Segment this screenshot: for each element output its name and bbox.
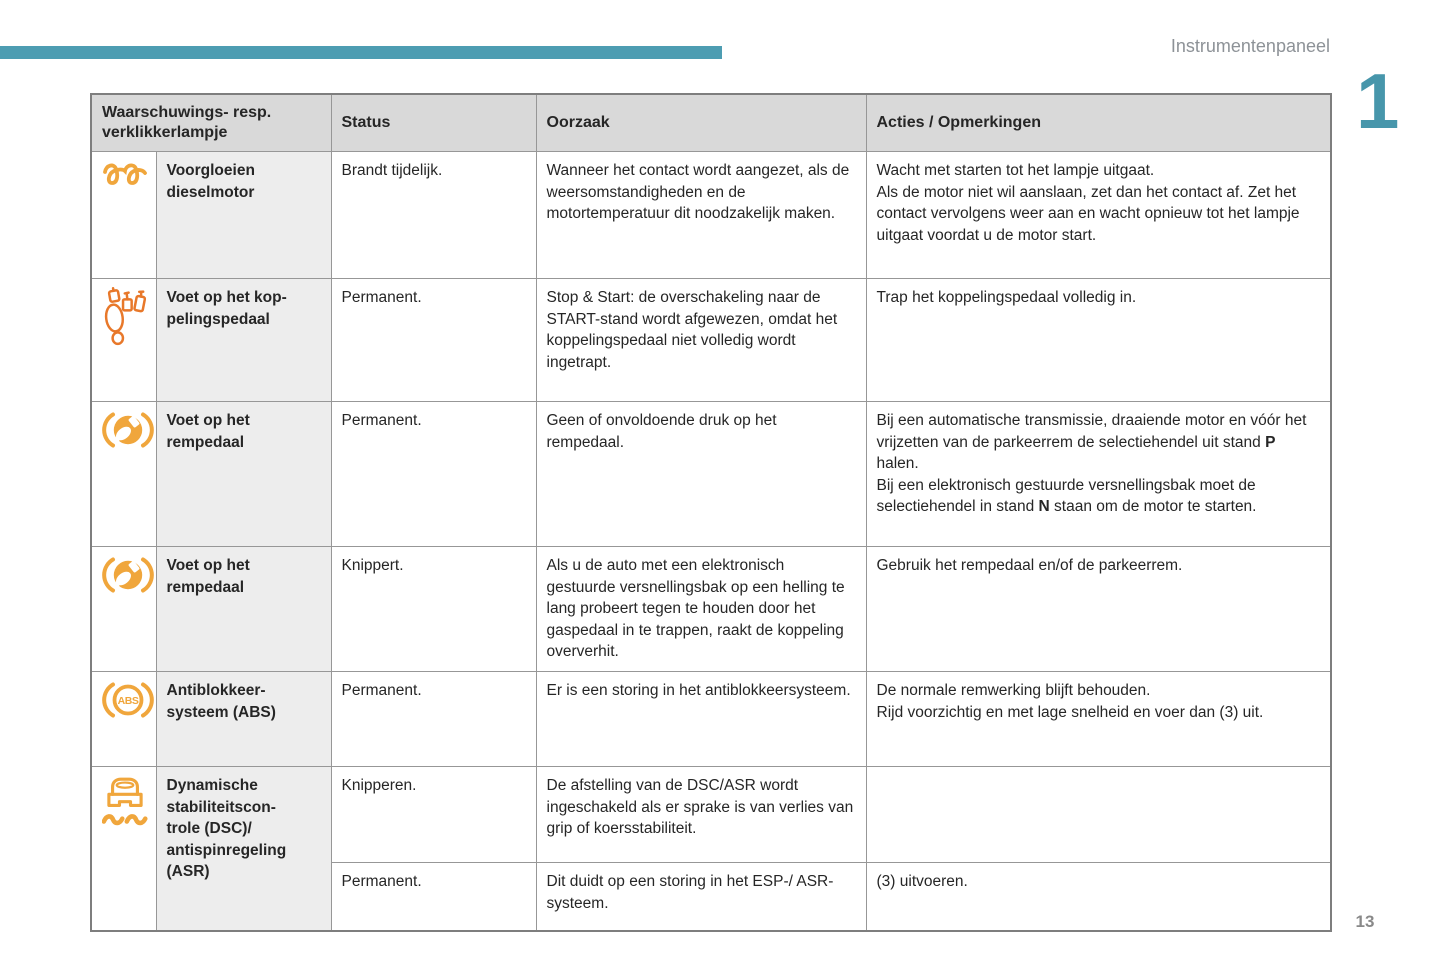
actions-cell: Wacht met starten tot het lampje uitgaat… — [865, 151, 1332, 279]
cause-cell: De afstelling van de DSC/ASR wordt inges… — [535, 766, 867, 863]
page-header-title: Instrumentenpaneel — [1170, 36, 1330, 56]
abs-icon: ABS — [102, 682, 154, 718]
status-cell: Permanent. — [330, 862, 537, 931]
status-cell: Knippert. — [330, 546, 537, 672]
status-cell: Permanent. — [330, 671, 537, 767]
cause-cell: Wanneer het contact wordt aangezet, als … — [535, 151, 867, 279]
status-cell: Knipperen. — [330, 766, 537, 863]
table-row: Dynamische stabiliteitscon-trole (DSC)/an… — [90, 766, 1332, 931]
brake-pedal-icon — [102, 557, 154, 593]
chapter-number: 1 — [1356, 57, 1399, 145]
status-cell: Permanent. — [330, 401, 537, 547]
stability-control-icon — [102, 777, 148, 826]
icon-cell — [90, 766, 157, 931]
table-row: Voet op het kop-pelingspedaal Permanent.… — [90, 278, 1332, 402]
actions-cell: Bij een automatische transmissie, draaie… — [865, 401, 1332, 547]
page-number: 13 — [1355, 912, 1375, 931]
indicator-name: Voet op het rempedaal — [155, 546, 332, 672]
cause-cell: Geen of onvoldoende druk op het rempedaa… — [535, 401, 867, 547]
status-cell: Brandt tijdelijk. — [330, 151, 537, 279]
indicator-name: Dynamische stabiliteitscon-trole (DSC)/an… — [155, 766, 332, 931]
table-row: Permanent. Dit duidt op een storing in h… — [91, 862, 1332, 931]
brake-pedal-icon — [102, 412, 154, 448]
actions-cell: Gebruik het rempedaal en/of de parkeerre… — [865, 546, 1332, 672]
table-row: Voet op het rempedaal Knippert. Als u de … — [90, 546, 1332, 672]
table-row: ABS Antiblokkeer-systeem (ABS) Permanent… — [90, 671, 1332, 767]
glow-plug-icon — [103, 163, 147, 185]
icon-cell: ABS — [90, 671, 157, 767]
cause-cell: Stop & Start: de overschakeling naar de … — [535, 278, 867, 402]
table-header-row: Waarschuwings- resp. verklikkerlampje St… — [90, 93, 1332, 152]
cause-cell: Er is een storing in het antiblokkeersys… — [535, 671, 867, 767]
actions-cell — [865, 766, 1332, 863]
indicator-name: Voet op het rempedaal — [155, 401, 332, 547]
table-row: Voorgloeien dieselmotor Brandt tijdelijk.… — [90, 151, 1332, 279]
indicator-name: Voorgloeien dieselmotor — [155, 151, 332, 279]
cause-cell: Als u de auto met een elektronisch gestu… — [535, 546, 867, 672]
status-cell: Permanent. — [330, 278, 537, 402]
col-header-actions: Acties / Opmerkingen — [865, 93, 1332, 152]
abs-icon-label: ABS — [118, 695, 139, 707]
col-header-status: Status — [330, 93, 537, 152]
table-row: Voet op het rempedaal Permanent. Geen of … — [90, 401, 1332, 547]
actions-cell: De normale remwerking blijft behouden. Ri… — [865, 671, 1332, 767]
cause-cell: Dit duidt op een storing in het ESP-/ AS… — [535, 862, 867, 931]
indicator-name: Voet op het kop-pelingspedaal — [155, 278, 332, 402]
actions-cell: Trap het koppelingspedaal volledig in. — [865, 278, 1332, 402]
warning-lights-table: Waarschuwings- resp. verklikkerlampje St… — [90, 93, 1332, 932]
col-header-cause: Oorzaak — [535, 93, 867, 152]
actions-cell: (3) uitvoeren. — [865, 862, 1332, 931]
icon-cell — [90, 546, 157, 672]
indicator-name: Antiblokkeer-systeem (ABS) — [155, 671, 332, 767]
icon-cell — [90, 401, 157, 547]
icon-cell — [90, 151, 157, 279]
icon-cell — [90, 278, 157, 402]
clutch-pedal-icon — [104, 287, 146, 346]
header-accent-bar — [0, 46, 722, 59]
col-header-indicator: Waarschuwings- resp. verklikkerlampje — [90, 93, 332, 152]
